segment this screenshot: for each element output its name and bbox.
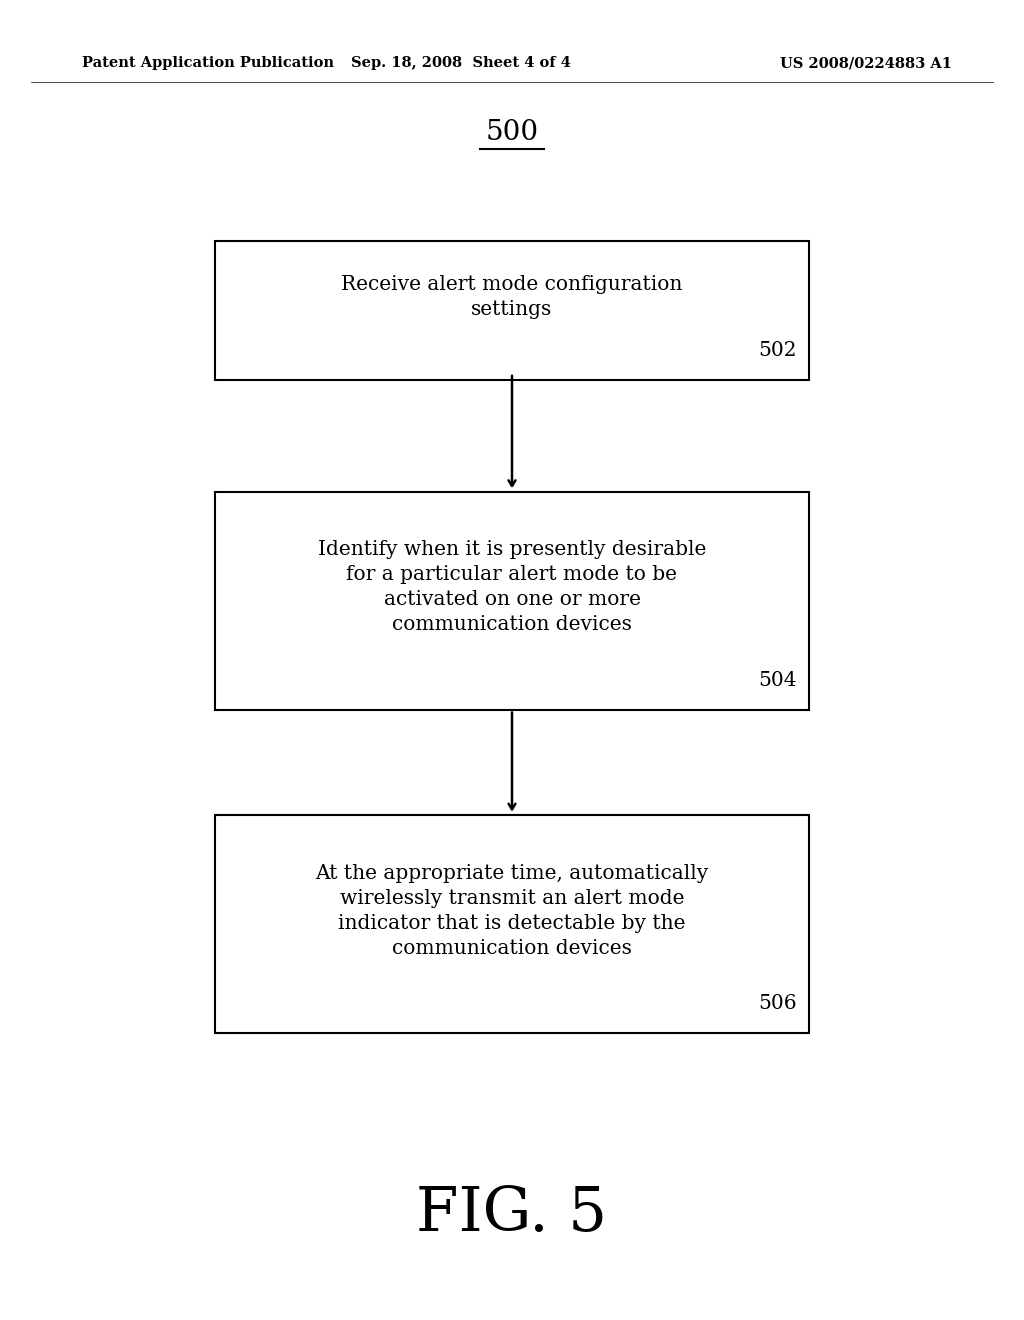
Text: 504: 504 — [758, 671, 797, 689]
Text: Receive alert mode configuration
settings: Receive alert mode configuration setting… — [341, 275, 683, 319]
FancyBboxPatch shape — [215, 816, 809, 1032]
Text: FIG. 5: FIG. 5 — [417, 1184, 607, 1245]
Text: 506: 506 — [758, 994, 797, 1014]
Text: At the appropriate time, automatically
wirelessly transmit an alert mode
indicat: At the appropriate time, automatically w… — [315, 863, 709, 958]
Text: Patent Application Publication: Patent Application Publication — [82, 57, 334, 70]
FancyBboxPatch shape — [215, 491, 809, 710]
Text: 500: 500 — [485, 119, 539, 145]
Text: Identify when it is presently desirable
for a particular alert mode to be
activa: Identify when it is presently desirable … — [317, 540, 707, 635]
Text: US 2008/0224883 A1: US 2008/0224883 A1 — [780, 57, 952, 70]
Text: Sep. 18, 2008  Sheet 4 of 4: Sep. 18, 2008 Sheet 4 of 4 — [351, 57, 570, 70]
FancyBboxPatch shape — [215, 242, 809, 380]
Text: 502: 502 — [758, 341, 797, 359]
